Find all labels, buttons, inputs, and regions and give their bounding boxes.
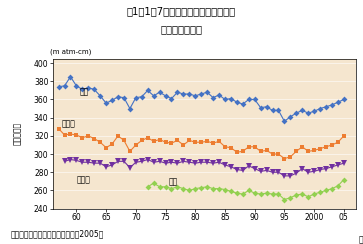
Text: 図1－1－7　日本上空のオゾン全量の: 図1－1－7 日本上空のオゾン全量の xyxy=(127,6,236,16)
Text: 鹿児島: 鹿児島 xyxy=(76,175,90,184)
Text: 那覇: 那覇 xyxy=(168,178,178,187)
Text: 札幌: 札幌 xyxy=(79,88,89,97)
Text: オゾン全量: オゾン全量 xyxy=(13,122,22,145)
Text: （年）: （年） xyxy=(359,236,363,244)
Text: 年平均値の推移: 年平均値の推移 xyxy=(160,24,203,34)
Text: (m atm-cm): (m atm-cm) xyxy=(50,48,91,55)
Text: 出典：気象庁『オゾン層観測報告2005』: 出典：気象庁『オゾン層観測報告2005』 xyxy=(11,229,104,238)
Text: つくば: つくば xyxy=(62,120,76,129)
